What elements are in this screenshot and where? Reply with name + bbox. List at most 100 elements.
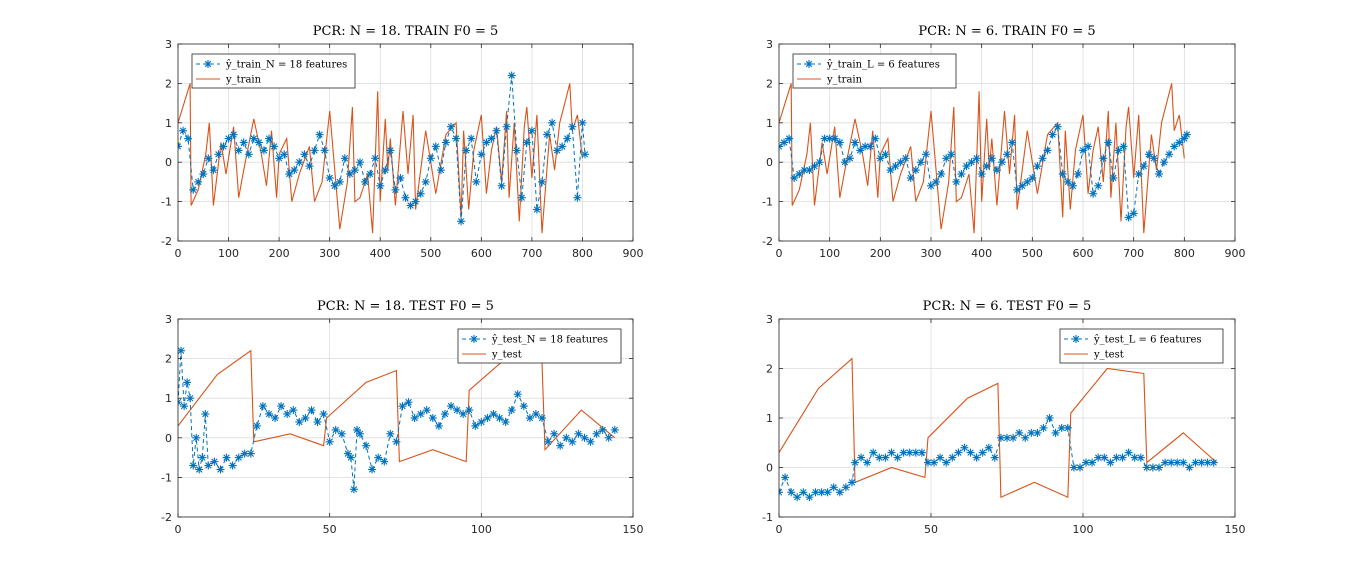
data-point bbox=[987, 154, 996, 163]
data-point bbox=[416, 410, 425, 418]
data-point bbox=[911, 166, 920, 175]
data-point bbox=[228, 461, 237, 470]
legend-label-prediction: ŷ_test_N = 18 features bbox=[491, 335, 608, 346]
data-point bbox=[916, 158, 925, 167]
data-point bbox=[866, 142, 875, 151]
data-point bbox=[325, 437, 334, 446]
data-point bbox=[930, 458, 938, 467]
data-point bbox=[1013, 185, 1022, 194]
data-point bbox=[1106, 458, 1115, 467]
legend-box bbox=[191, 53, 356, 89]
data-point bbox=[219, 142, 228, 151]
data-point bbox=[967, 158, 976, 167]
x-tick-label: 900 bbox=[1225, 247, 1246, 260]
data-point bbox=[186, 394, 195, 403]
x-tick-label: 150 bbox=[1225, 523, 1246, 536]
data-point bbox=[896, 158, 905, 167]
data-point bbox=[376, 181, 385, 190]
data-point bbox=[270, 142, 279, 151]
data-point bbox=[568, 437, 577, 446]
y-tick-label: -1 bbox=[762, 196, 773, 209]
data-point bbox=[1079, 146, 1087, 155]
legend-label-actual: y_test bbox=[1093, 350, 1124, 361]
data-point bbox=[1027, 428, 1036, 437]
data-point bbox=[972, 154, 981, 163]
data-point bbox=[805, 166, 814, 175]
data-point bbox=[483, 414, 492, 422]
data-point bbox=[863, 458, 872, 467]
legend: ŷ_train_L = 6 features y_train bbox=[792, 53, 957, 89]
subplot-train-n6: 0 100 200 300 400 500 600 700 800 900 -2 -1 0 1 2 3 PCR:… bbox=[762, 24, 1245, 260]
data-point bbox=[1136, 453, 1145, 462]
x-tick-label: 100 bbox=[1073, 523, 1094, 536]
x-tick-label: 200 bbox=[870, 247, 891, 260]
data-point bbox=[1155, 170, 1163, 178]
data-point bbox=[258, 402, 267, 411]
plot-content bbox=[779, 357, 1218, 502]
data-point bbox=[1134, 170, 1143, 178]
data-point bbox=[368, 465, 377, 474]
data-point bbox=[966, 448, 975, 457]
data-point bbox=[204, 154, 213, 163]
data-point bbox=[396, 174, 405, 182]
x-tick-label: 200 bbox=[269, 247, 290, 260]
axes-box bbox=[778, 43, 1236, 242]
data-point bbox=[538, 414, 546, 422]
data-point bbox=[1003, 150, 1011, 159]
data-point bbox=[440, 410, 449, 418]
data-point bbox=[936, 453, 945, 462]
data-point bbox=[404, 398, 413, 407]
data-point bbox=[410, 414, 419, 422]
data-point bbox=[948, 453, 957, 462]
data-point bbox=[280, 150, 289, 159]
data-point bbox=[550, 429, 559, 438]
data-point bbox=[381, 166, 390, 175]
data-point bbox=[1009, 433, 1018, 442]
data-point bbox=[374, 453, 383, 462]
data-point bbox=[204, 60, 212, 68]
data-point bbox=[178, 142, 182, 151]
data-point bbox=[586, 437, 595, 446]
data-point bbox=[1185, 463, 1194, 472]
data-point bbox=[436, 166, 445, 175]
data-point bbox=[1045, 414, 1054, 422]
data-point bbox=[234, 453, 243, 462]
data-point bbox=[305, 162, 314, 171]
data-point bbox=[580, 433, 589, 442]
y-tick-label: 0 bbox=[165, 432, 172, 445]
data-point bbox=[265, 410, 273, 418]
data-point bbox=[1051, 428, 1060, 437]
data-point bbox=[285, 170, 294, 178]
data-point bbox=[543, 130, 552, 139]
data-point bbox=[295, 158, 304, 167]
data-point bbox=[562, 433, 571, 442]
data-point bbox=[604, 433, 613, 442]
data-point bbox=[972, 453, 981, 462]
data-point bbox=[1043, 146, 1052, 155]
data-point bbox=[195, 465, 204, 474]
data-point bbox=[471, 421, 480, 430]
data-point bbox=[800, 166, 809, 175]
data-point bbox=[180, 402, 189, 411]
data-point bbox=[835, 138, 844, 147]
data-point bbox=[805, 493, 814, 502]
data-point bbox=[1170, 142, 1179, 151]
data-point bbox=[1023, 177, 1032, 186]
data-point bbox=[1139, 162, 1148, 171]
data-point bbox=[1118, 453, 1127, 462]
y-tick-label: 2 bbox=[165, 353, 172, 366]
data-point bbox=[244, 150, 253, 159]
data-point bbox=[467, 134, 476, 143]
data-point bbox=[240, 449, 249, 458]
data-point bbox=[1124, 448, 1133, 457]
data-point bbox=[1109, 174, 1118, 182]
plot-content bbox=[178, 71, 589, 234]
data-point bbox=[1129, 209, 1138, 218]
data-point bbox=[489, 410, 498, 418]
y-tick-label: 3 bbox=[165, 38, 172, 51]
data-point bbox=[785, 134, 794, 143]
data-point bbox=[544, 437, 553, 446]
data-point bbox=[315, 130, 324, 139]
data-point bbox=[421, 177, 430, 186]
data-point bbox=[886, 166, 895, 175]
